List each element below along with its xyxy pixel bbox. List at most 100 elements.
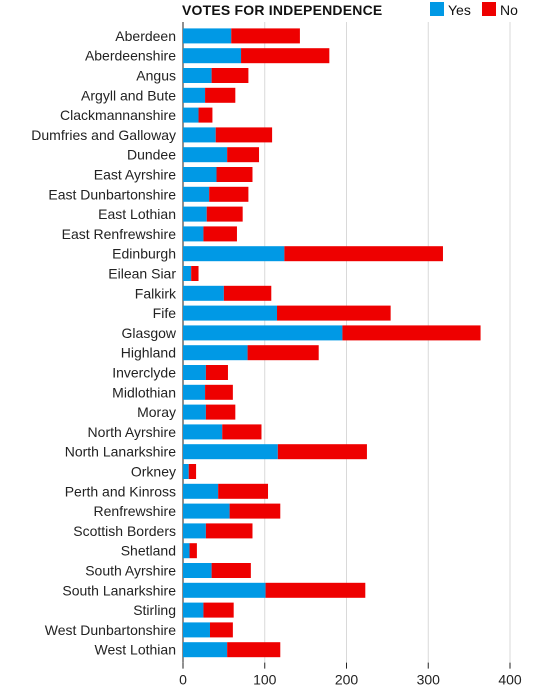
legend-swatch-yes [430, 2, 444, 16]
category-label: Renfrewshire [94, 503, 177, 519]
category-label: Edinburgh [112, 246, 176, 262]
bar-no [241, 48, 330, 64]
category-label: East Renfrewshire [62, 226, 177, 242]
x-tick-label: 100 [253, 672, 277, 688]
category-label: Dundee [127, 147, 176, 163]
category-label: Eilean Siar [108, 266, 176, 282]
x-tick-label: 300 [417, 672, 441, 688]
x-axis: 0 100 200 300 400 [179, 662, 522, 688]
x-tick-label: 400 [498, 672, 522, 688]
category-label: Argyll and Bute [81, 87, 176, 103]
bar-no [227, 147, 260, 163]
category-label: Fife [153, 305, 177, 321]
bar-yes [183, 186, 210, 202]
bar-yes [183, 266, 192, 281]
bar-no [342, 325, 481, 341]
legend: Yes No [430, 2, 518, 18]
bar-no [218, 483, 269, 499]
bar-yes [183, 622, 210, 638]
bar-no [216, 167, 253, 182]
bar-yes [183, 127, 216, 143]
category-label: West Lothian [95, 642, 176, 658]
bar-no [215, 127, 273, 143]
category-labels: Aberdeen Aberdeenshire Angus Argyll and But… [31, 28, 177, 658]
bar-yes [183, 147, 228, 163]
category-label: Inverclyde [112, 365, 176, 381]
x-tick-label: 200 [335, 672, 359, 688]
bar-yes [183, 285, 224, 301]
bar-yes [183, 365, 206, 380]
bar-no [205, 404, 236, 420]
bar-no [231, 28, 300, 44]
bar-no [198, 107, 213, 123]
legend-label-yes: Yes [448, 2, 471, 18]
bar-yes [183, 582, 266, 598]
bar-no [223, 285, 272, 301]
bars [183, 28, 481, 658]
category-label: Falkirk [135, 285, 177, 301]
bar-yes [183, 345, 248, 361]
category-label: Clackmannanshire [60, 107, 176, 123]
bar-yes [183, 543, 190, 559]
bar-no [191, 266, 199, 281]
bar-yes [183, 602, 204, 618]
bar-yes [183, 444, 278, 460]
bar-no [209, 186, 249, 202]
category-label: Moray [137, 404, 176, 420]
category-label: Dumfries and Galloway [31, 127, 176, 143]
bar-yes [183, 384, 206, 400]
category-label: West Dunbartonshire [45, 622, 176, 638]
bar-no [205, 384, 233, 400]
category-label: East Ayrshire [94, 167, 176, 183]
category-label: East Lothian [98, 206, 176, 222]
legend-swatch-no [482, 2, 496, 16]
bar-no [211, 68, 249, 83]
category-label: South Lanarkshire [62, 582, 176, 598]
bar-yes [183, 642, 228, 658]
bar-no [247, 345, 319, 361]
bar-no [284, 246, 443, 262]
bar-yes [183, 464, 189, 479]
bar-no [277, 305, 391, 321]
bar-no [277, 444, 367, 460]
category-label: South Ayrshire [85, 563, 176, 579]
bar-no [205, 523, 253, 539]
category-label: North Ayrshire [88, 424, 177, 440]
bar-no [229, 503, 281, 519]
bar-yes [183, 404, 206, 420]
bar-no [211, 563, 251, 578]
bar-yes [183, 68, 212, 83]
bar-yes [183, 305, 278, 321]
category-label: Orkney [131, 464, 176, 480]
category-label: Glasgow [122, 325, 177, 341]
category-label: Angus [136, 68, 176, 84]
category-label: Stirling [133, 602, 176, 618]
bar-yes [183, 563, 212, 578]
category-label: East Dunbartonshire [48, 186, 176, 202]
bar-no [189, 543, 197, 559]
bar-no [203, 602, 234, 618]
x-tick-label: 0 [179, 672, 187, 688]
bar-no [222, 424, 262, 440]
bar-yes [183, 48, 242, 64]
bar-yes [183, 107, 199, 123]
category-label: Perth and Kinross [65, 483, 176, 499]
bar-yes [183, 28, 232, 44]
category-label: Scottish Borders [73, 523, 176, 539]
category-label: Aberdeenshire [85, 48, 176, 64]
bar-yes [183, 424, 223, 440]
category-label: Midlothian [112, 384, 176, 400]
legend-label-no: No [500, 2, 518, 18]
bar-no [188, 464, 197, 479]
category-label: Shetland [121, 543, 176, 559]
bar-yes [183, 206, 207, 222]
bar-yes [183, 226, 204, 242]
bar-no [209, 622, 233, 638]
bar-yes [183, 523, 206, 539]
category-label: Highland [121, 345, 176, 361]
category-label: North Lanarkshire [65, 444, 176, 460]
category-label: Aberdeen [115, 28, 176, 44]
bar-yes [183, 325, 343, 341]
bar-no [227, 642, 281, 658]
